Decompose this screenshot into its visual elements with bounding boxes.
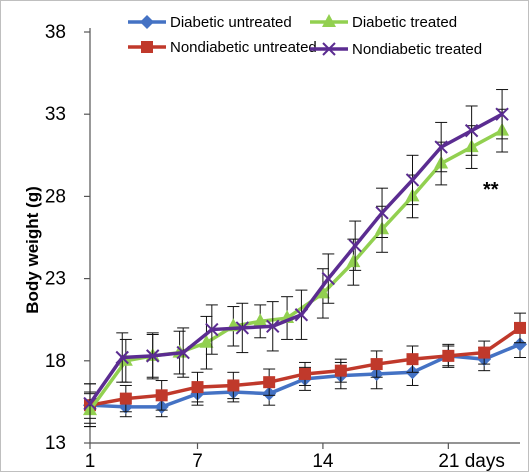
data-point-stroke	[205, 322, 219, 337]
data-point	[146, 349, 160, 363]
data-point	[495, 107, 509, 121]
data-point-stroke	[266, 319, 280, 333]
data-point	[315, 285, 330, 299]
series-nondiabetic-untreated	[84, 312, 526, 428]
data-point-stroke	[464, 123, 479, 138]
data-point	[334, 364, 347, 377]
y-tick-label: 23	[45, 269, 66, 290]
plot-area	[83, 89, 527, 428]
data-point	[140, 15, 154, 29]
data-point	[115, 350, 129, 365]
legend-item: Nondiabetic treated	[310, 41, 482, 58]
x-tick-label: 7	[192, 451, 203, 472]
y-tick-label: 38	[45, 22, 66, 43]
data-point-stroke	[434, 140, 448, 154]
y-tick-label: 18	[45, 351, 66, 372]
y-tick-label: 28	[45, 186, 66, 207]
data-point	[253, 313, 268, 327]
legend-label: Diabetic untreated	[170, 14, 292, 31]
y-axis-label: Body weight (g)	[23, 186, 42, 313]
data-point	[322, 42, 336, 56]
data-point	[266, 319, 280, 333]
data-point	[299, 367, 311, 380]
data-point	[346, 254, 361, 268]
data-point	[375, 206, 389, 220]
data-point-stroke	[235, 321, 249, 335]
data-point-stroke	[294, 308, 309, 322]
data-point	[321, 271, 335, 286]
data-point	[191, 381, 204, 394]
legend: Diabetic untreated Diabetic treated Nondia…	[128, 14, 482, 58]
significance-annotation: **	[483, 179, 499, 201]
data-point-stroke	[348, 239, 362, 253]
data-point	[155, 389, 168, 402]
legend-item: Diabetic untreated	[128, 14, 292, 31]
data-point-stroke	[321, 271, 335, 286]
data-point	[263, 376, 276, 389]
data-point	[294, 308, 309, 322]
legend-item: Diabetic treated	[310, 14, 457, 31]
axes: 13 18 23 28 33 38 1 7 14 21 days	[45, 22, 520, 472]
data-point-stroke	[405, 173, 420, 187]
data-point	[205, 322, 219, 337]
data-point	[83, 396, 97, 411]
data-point	[176, 345, 190, 360]
data-point	[405, 173, 420, 187]
data-point	[514, 321, 526, 334]
data-point-stroke	[176, 345, 190, 360]
series-diabetic-treated	[83, 108, 510, 428]
data-point-stroke	[375, 206, 389, 220]
data-point	[442, 349, 455, 362]
data-point-stroke	[495, 107, 509, 121]
x-tick-label: 1	[85, 451, 96, 472]
x-tick-label: 21 days	[438, 451, 505, 472]
data-point	[227, 379, 240, 392]
data-point	[478, 346, 491, 359]
data-point	[322, 14, 336, 27]
data-point	[119, 392, 132, 405]
data-point	[370, 358, 383, 371]
data-point	[434, 140, 448, 154]
data-point	[348, 239, 362, 253]
series-nondiabetic-treated	[83, 89, 509, 424]
data-point	[235, 321, 249, 335]
legend-item: Nondiabetic untreated	[128, 39, 317, 56]
data-point-stroke	[146, 349, 160, 363]
data-point	[199, 334, 214, 348]
legend-label: Nondiabetic treated	[352, 41, 482, 58]
data-point	[406, 353, 419, 366]
data-point-stroke	[115, 350, 129, 365]
data-point-stroke	[322, 42, 336, 56]
series-line	[88, 129, 503, 412]
y-tick-label: 13	[45, 433, 66, 454]
legend-label: Nondiabetic untreated	[170, 39, 317, 56]
data-point	[513, 337, 527, 352]
y-tick-label: 33	[45, 104, 66, 125]
legend-label: Diabetic treated	[352, 14, 457, 31]
data-point	[141, 41, 153, 53]
data-point-stroke	[83, 396, 97, 411]
data-point	[464, 123, 479, 138]
x-tick-label: 14	[312, 451, 334, 472]
